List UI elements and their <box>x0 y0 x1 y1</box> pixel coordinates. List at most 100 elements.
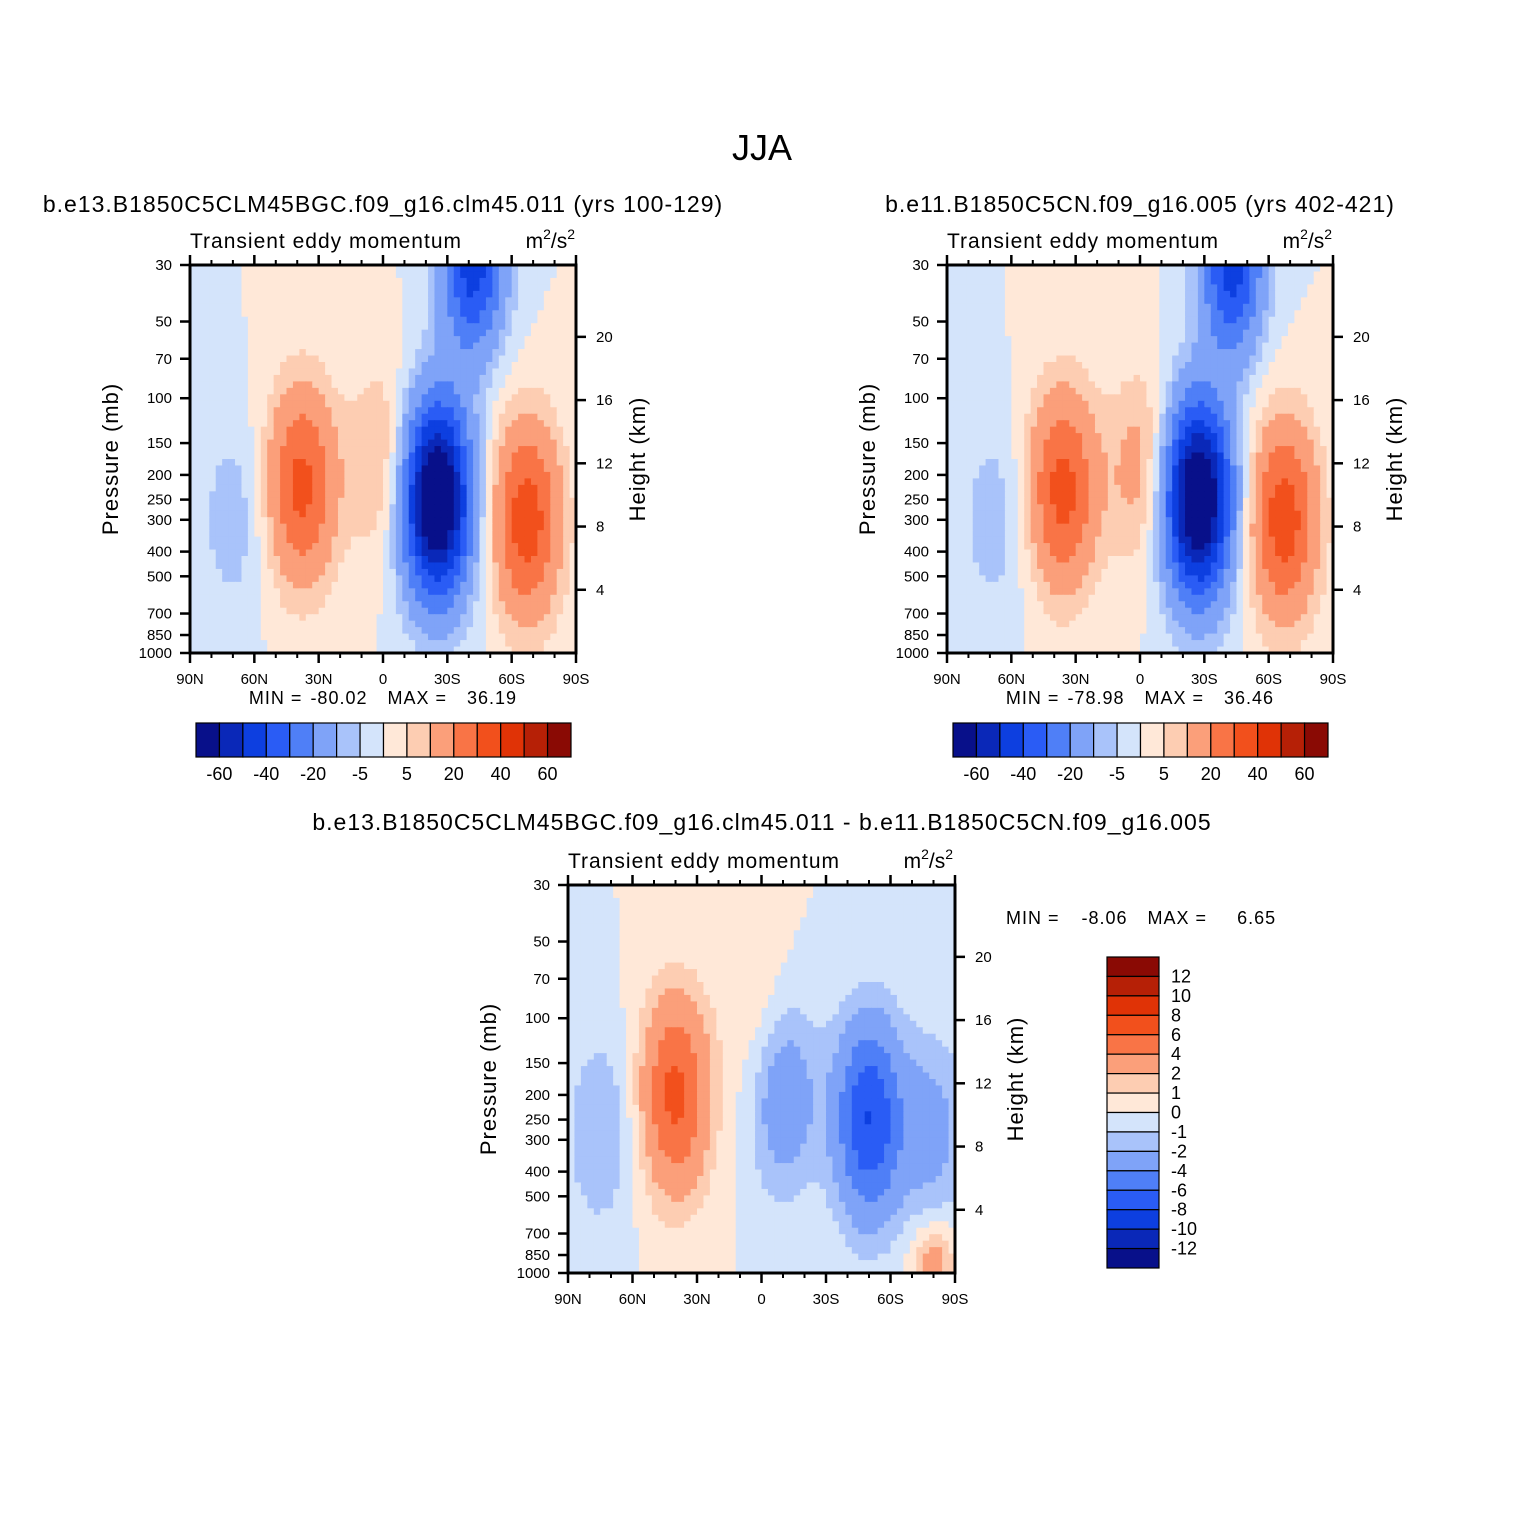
contour-cell <box>408 607 416 615</box>
contour-cell <box>434 277 442 285</box>
contour-cell <box>350 497 358 505</box>
contour-cell <box>543 607 551 615</box>
contour-cell <box>357 303 365 311</box>
contour-cell <box>421 290 429 298</box>
contour-cell <box>440 329 448 337</box>
contour-cell <box>1268 297 1276 305</box>
contour-cell <box>1159 323 1167 331</box>
contour-cell <box>376 646 384 653</box>
contour-cell <box>260 556 268 564</box>
contour-cell <box>241 362 249 370</box>
contour-cell <box>505 627 513 635</box>
contour-cell <box>440 362 448 370</box>
contour-cell <box>524 284 532 292</box>
contour-cell <box>415 329 423 337</box>
contour-cell <box>235 536 243 544</box>
contour-cell <box>222 452 230 460</box>
contour-cell <box>1210 349 1218 357</box>
contour-cell <box>434 549 442 557</box>
contour-cell <box>1172 316 1180 324</box>
contour-cell <box>447 407 455 415</box>
contour-cell <box>286 556 294 564</box>
contour-cell <box>972 362 980 370</box>
contour-cell <box>556 459 564 467</box>
contour-cell <box>479 536 487 544</box>
contour-cell <box>1255 284 1263 292</box>
contour-cell <box>395 510 403 518</box>
contour-cell <box>273 452 281 460</box>
contour-cell <box>383 265 391 273</box>
contour-cell <box>1320 394 1328 402</box>
contour-cell <box>466 284 474 292</box>
contour-cell <box>959 303 967 311</box>
contour-cell <box>505 323 513 331</box>
contour-cell <box>543 387 551 395</box>
contour-cell <box>254 646 262 653</box>
contour-cell <box>543 536 551 544</box>
contour-cell <box>241 433 249 441</box>
contour-cell <box>1204 336 1212 344</box>
contour-cell <box>524 556 532 564</box>
contour-cell <box>505 433 513 441</box>
contour-cell <box>190 549 198 557</box>
contour-cell <box>569 543 576 551</box>
contour-cell <box>241 549 249 557</box>
contour-cell <box>1287 323 1295 331</box>
contour-cell <box>370 284 378 292</box>
contour-cell <box>235 478 243 486</box>
contour-cell <box>563 575 571 583</box>
contour-cell <box>447 471 455 479</box>
contour-cell <box>1094 323 1102 331</box>
contour-cell <box>543 484 551 492</box>
contour-cell <box>402 277 410 285</box>
contour-cell <box>331 290 339 298</box>
contour-cell <box>492 349 500 357</box>
contour-cell <box>466 420 474 428</box>
contour-cell <box>1242 316 1250 324</box>
contour-cell <box>511 277 519 285</box>
contour-cell <box>331 588 339 596</box>
contour-cell <box>947 284 955 292</box>
contour-cell <box>421 562 429 570</box>
contour-cell <box>215 323 223 331</box>
contour-cell <box>1217 284 1225 292</box>
contour-cell <box>1326 329 1333 337</box>
contour-cell <box>511 620 519 628</box>
contour-cell <box>376 407 384 415</box>
contour-cell <box>260 510 268 518</box>
contour-cell <box>357 271 365 279</box>
contour-cell <box>492 556 500 564</box>
contour-cell <box>440 433 448 441</box>
contour-cell <box>402 323 410 331</box>
contour-cell <box>1197 355 1205 363</box>
contour-cell <box>1037 329 1045 337</box>
contour-cell <box>979 394 987 402</box>
contour-cell <box>1069 374 1077 382</box>
contour-cell <box>196 303 204 311</box>
contour-cell <box>524 381 532 389</box>
contour-cell <box>395 594 403 602</box>
contour-cell <box>376 568 384 576</box>
contour-cell <box>370 627 378 635</box>
contour-cell <box>209 277 217 285</box>
colorbar-box <box>453 722 478 758</box>
contour-cell <box>1024 349 1032 357</box>
contour-cell <box>254 504 262 512</box>
contour-cell <box>421 426 429 434</box>
contour-cell <box>466 407 474 415</box>
contour-cell <box>318 446 326 454</box>
contour-cell <box>402 575 410 583</box>
contour-cell <box>254 620 262 628</box>
contour-cell <box>543 413 551 421</box>
contour-cell <box>235 607 243 615</box>
contour-cell <box>428 497 436 505</box>
contour-cell <box>1249 316 1257 324</box>
contour-cell <box>370 543 378 551</box>
contour-cell <box>331 310 339 318</box>
contour-cell <box>447 323 455 331</box>
contour-cell <box>537 316 545 324</box>
contour-cell <box>479 478 487 486</box>
contour-cell <box>440 562 448 570</box>
contour-cell <box>524 491 532 499</box>
contour-cell <box>260 362 268 370</box>
